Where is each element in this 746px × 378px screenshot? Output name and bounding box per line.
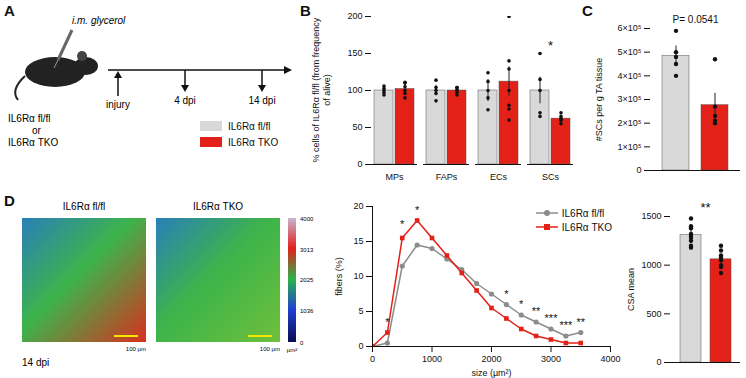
svg-text:SCs: SCs — [542, 172, 560, 182]
svg-text:3013: 3013 — [300, 247, 314, 253]
svg-text:*: * — [415, 204, 420, 216]
svg-text:ECs: ECs — [490, 172, 508, 182]
svg-text:4×10⁵: 4×10⁵ — [617, 71, 641, 81]
svg-text:3×10⁵: 3×10⁵ — [617, 94, 641, 104]
svg-text:0: 0 — [656, 357, 661, 367]
svg-text:or: or — [32, 125, 42, 136]
svg-text:14 dpi: 14 dpi — [22, 357, 49, 368]
svg-text:0: 0 — [358, 341, 363, 351]
svg-text:IL6Rα TKO: IL6Rα TKO — [193, 201, 243, 212]
svg-text:5: 5 — [358, 306, 363, 316]
svg-text:*: * — [519, 298, 524, 310]
svg-text:2025: 2025 — [300, 277, 314, 283]
svg-text:100 µm: 100 µm — [260, 346, 280, 352]
svg-text:injury: injury — [106, 99, 130, 110]
svg-text:1000: 1000 — [641, 260, 661, 270]
svg-text:10: 10 — [353, 271, 363, 281]
svg-text:fibers (%): fibers (%) — [334, 257, 344, 296]
html-text:IL6Rα fl/fl: IL6Rα fl/fl — [228, 120, 271, 132]
svg-text:500: 500 — [646, 309, 661, 319]
svg-text:1500: 1500 — [641, 211, 661, 221]
svg-text:100 µm: 100 µm — [126, 346, 146, 352]
html-text:A: A — [4, 2, 15, 19]
svg-text:2000: 2000 — [481, 354, 501, 364]
svg-text:size (µm²): size (µm²) — [471, 368, 511, 378]
html-text:IL6Rα fl/fl: IL6Rα fl/fl — [561, 207, 605, 219]
svg-text:IL6Rα fl/fl: IL6Rα fl/fl — [8, 113, 50, 124]
svg-text:***: *** — [559, 319, 573, 331]
svg-text:3000: 3000 — [541, 354, 561, 364]
svg-text:0: 0 — [300, 340, 304, 346]
svg-text:1036: 1036 — [300, 308, 314, 314]
svg-text:0: 0 — [357, 159, 362, 169]
svg-text:150: 150 — [347, 48, 362, 58]
svg-text:14 dpi: 14 dpi — [248, 95, 275, 106]
svg-text:20: 20 — [353, 201, 363, 211]
html-text:IL6Rα TKO: IL6Rα TKO — [561, 221, 612, 233]
svg-text:4 dpi: 4 dpi — [174, 95, 196, 106]
svg-text:µm²: µm² — [287, 347, 297, 353]
svg-text:**: ** — [576, 316, 585, 328]
svg-text:IL6Rα TKO: IL6Rα TKO — [8, 137, 58, 148]
svg-text:100: 100 — [347, 85, 362, 95]
svg-text:CSA mean: CSA mean — [626, 268, 636, 311]
svg-text:1000: 1000 — [422, 354, 442, 364]
svg-text:4000: 4000 — [300, 216, 314, 222]
svg-text:15: 15 — [353, 236, 363, 246]
svg-text:*: * — [400, 218, 405, 230]
html-text:IL6Rα TKO: IL6Rα TKO — [228, 136, 279, 148]
svg-text:#SCs per g TA tissue: #SCs per g TA tissue — [594, 58, 604, 142]
svg-text:***: *** — [545, 312, 559, 324]
svg-text:*: * — [504, 288, 509, 300]
svg-text:0: 0 — [370, 354, 375, 364]
svg-text:**: ** — [700, 200, 710, 215]
svg-text:2×10⁵: 2×10⁵ — [617, 118, 641, 128]
html-text:D: D — [4, 192, 15, 209]
svg-text:200: 200 — [347, 11, 362, 21]
html-text:B: B — [300, 2, 311, 19]
svg-text:MPs: MPs — [386, 172, 405, 182]
svg-text:1×10⁵: 1×10⁵ — [617, 142, 641, 152]
svg-text:0: 0 — [636, 165, 641, 175]
svg-text:IL6Rα fl/fl: IL6Rα fl/fl — [63, 201, 105, 212]
svg-text:FAPs: FAPs — [436, 172, 458, 182]
svg-text:5×10⁵: 5×10⁵ — [617, 47, 641, 57]
svg-text:i.m. glycerol: i.m. glycerol — [72, 15, 126, 26]
html-text:C: C — [582, 2, 593, 19]
svg-text:*: * — [385, 316, 390, 328]
svg-text:6×10⁵: 6×10⁵ — [617, 23, 641, 33]
html-text:% cells of IL6Rα fl/fl (from f: % cells of IL6Rα fl/fl (from frequency o… — [311, 17, 332, 163]
svg-text:50: 50 — [352, 122, 362, 132]
svg-text:**: ** — [532, 305, 541, 317]
svg-text:*: * — [548, 38, 553, 53]
svg-text:4000: 4000 — [600, 354, 620, 364]
svg-text:P= 0.0541: P= 0.0541 — [673, 14, 719, 25]
